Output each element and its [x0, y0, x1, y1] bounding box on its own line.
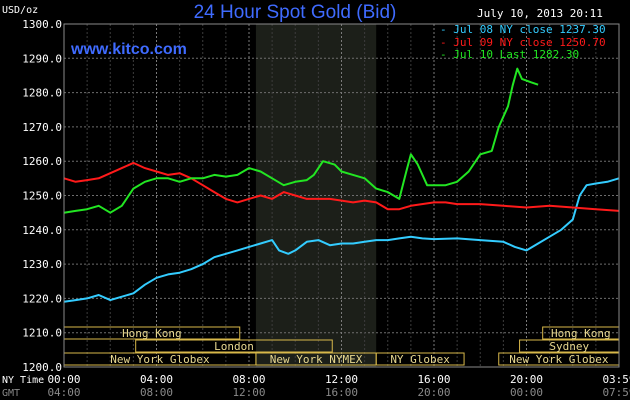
- y-tick-label: 1210.0: [22, 327, 62, 340]
- site-link[interactable]: www.kitco.com: [70, 41, 187, 58]
- y-tick-label: 1290.0: [22, 52, 62, 65]
- x-tick-label-ny: 00:00: [47, 373, 80, 386]
- session-label: New York Globex: [110, 353, 210, 366]
- x-tick-label-gmt: 00:00: [510, 386, 543, 399]
- session-label: NY Globex: [390, 353, 450, 366]
- y-tick-label: 1270.0: [22, 121, 62, 134]
- y-tick-label: 1200.0: [22, 361, 62, 374]
- x-tick-label-ny: 04:00: [140, 373, 173, 386]
- session-label: Hong Kong: [122, 327, 182, 340]
- y-tick-label: 1240.0: [22, 224, 62, 237]
- y-tick-label: 1300.0: [22, 18, 62, 31]
- y-tick-label: 1280.0: [22, 87, 62, 100]
- legend-item-jul10: - Jul 10 Last 1282.30: [440, 48, 579, 61]
- legend-item-jul09: - Jul 09 NY close 1250.70: [440, 36, 606, 49]
- session-box: [135, 339, 333, 353]
- x-tick-label-gmt: 16:00: [325, 386, 358, 399]
- session-label: New York NYMEX: [270, 353, 363, 366]
- y-tick-label: 1260.0: [22, 155, 62, 168]
- x-tick-label-gmt: 20:00: [417, 386, 450, 399]
- chart-title: 24 Hour Spot Gold (Bid): [194, 2, 397, 23]
- session-box: [375, 352, 465, 366]
- session-label: Hong Kong: [551, 327, 611, 340]
- x-tick-label-gmt: 04:00: [47, 386, 80, 399]
- x-tick-label-ny: 08:00: [232, 373, 265, 386]
- x-tick-label-ny: 16:00: [417, 373, 450, 386]
- chart-date: July 10, 2013 20:11: [477, 7, 603, 20]
- plot-border: [63, 23, 620, 368]
- series-line-0: [63, 177, 620, 303]
- series-line-1: [63, 161, 620, 212]
- x-tick-label-ny: 12:00: [325, 373, 358, 386]
- x-tick-label-gmt: 12:00: [232, 386, 265, 399]
- y-tick-label: 1250.0: [22, 190, 62, 203]
- x-tick-label-gmt: 07:59: [602, 386, 630, 399]
- gmt-label: GMT: [2, 388, 20, 399]
- series-line-2: [63, 67, 539, 214]
- session-label: Sydney: [549, 340, 589, 353]
- x-tick-label-gmt: 08:00: [140, 386, 173, 399]
- y-tick-label: 1230.0: [22, 258, 62, 271]
- legend-item-jul08: - Jul 08 NY close 1237.30: [440, 23, 606, 36]
- y-tick-label: 1220.0: [22, 292, 62, 305]
- y-axis-unit-label: USD/oz: [2, 5, 38, 16]
- x-tick-label-ny: 20:00: [510, 373, 543, 386]
- session-label: London: [214, 340, 254, 353]
- ny-time-label: NY Time: [2, 375, 44, 386]
- x-tick-label-ny: 03:59: [602, 373, 630, 386]
- session-label: New York Globex: [509, 353, 609, 366]
